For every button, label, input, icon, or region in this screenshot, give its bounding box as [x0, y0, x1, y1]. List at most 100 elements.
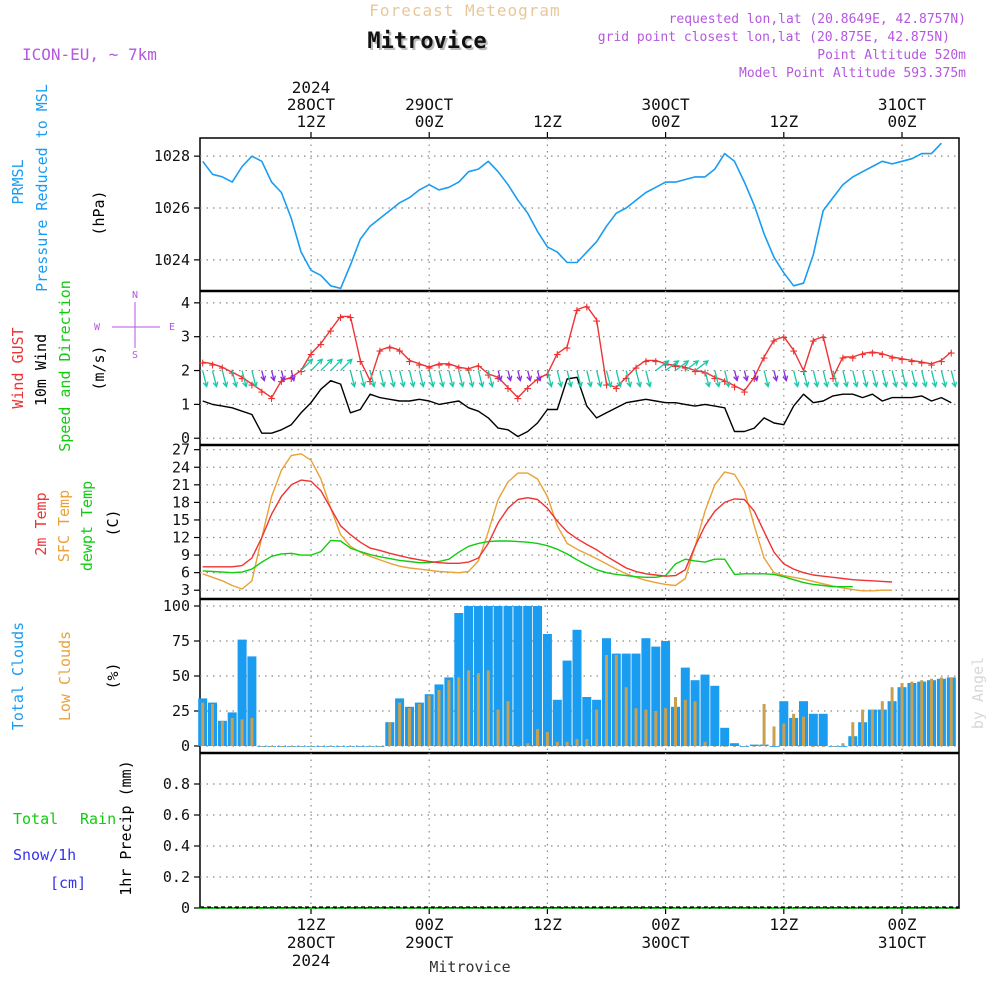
- wind-direction-arrowhead: [307, 358, 314, 365]
- low-clouds-bar: [467, 670, 471, 746]
- wind-direction-arrowhead: [743, 375, 749, 382]
- low-clouds-bar: [782, 723, 786, 746]
- rain-bar: [533, 908, 542, 909]
- wind-direction-arrowhead: [252, 381, 258, 388]
- wind-direction-arrowhead: [449, 381, 455, 388]
- rain-bar: [218, 908, 227, 909]
- rain-bar: [917, 908, 926, 909]
- low-clouds-bar: [664, 708, 668, 746]
- wind-gust-marker: +: [543, 368, 551, 383]
- wind-direction-arrow: [320, 358, 333, 371]
- low-clouds-bar: [890, 687, 894, 746]
- pressure-panel-labels: PRMSL Pressure Reduced to MSL (hPa): [9, 84, 108, 292]
- time-tick-label-bottom: 30OCT: [642, 933, 691, 952]
- wind-gust-marker: +: [553, 348, 561, 363]
- rain-bar: [563, 908, 572, 909]
- wind-direction-arrow: [861, 370, 868, 387]
- wind-direction-arrow: [832, 370, 838, 387]
- wind-gust-marker: +: [504, 381, 512, 396]
- rain-bar: [346, 908, 355, 909]
- wind-gust-marker: +: [396, 344, 404, 359]
- low-clouds-bar: [880, 701, 884, 746]
- wind-direction-arrow: [822, 370, 828, 387]
- wind-gust-marker: +: [780, 331, 788, 346]
- wind-direction-arrow: [586, 370, 592, 387]
- y-tick-label: 0.4: [163, 837, 190, 855]
- low-clouds-bar: [605, 655, 608, 746]
- wind-gust-marker: +: [908, 354, 916, 369]
- rain-bar: [277, 908, 286, 909]
- low-clouds-bar: [930, 678, 933, 746]
- y-tick-label: 27: [172, 441, 190, 459]
- y-tick-label: 0.6: [163, 806, 190, 824]
- rain-bar: [612, 908, 621, 909]
- wind-direction-arrowhead: [327, 358, 334, 365]
- rain-bar: [395, 908, 404, 909]
- wind-gust-marker: +: [859, 348, 867, 363]
- wind-direction-arrow: [921, 370, 927, 387]
- rain-bar: [622, 908, 631, 909]
- rain-bar: [375, 908, 384, 909]
- wind-gust-marker: +: [731, 380, 739, 395]
- time-tick-label-top: 00Z: [651, 112, 680, 131]
- wind-direction-arrow: [783, 370, 787, 381]
- wind-gust-marker: +: [514, 392, 522, 407]
- wind-gust-marker: +: [484, 368, 492, 383]
- y-tick-label: 4: [181, 294, 190, 312]
- compass-rose-icon: N S W E: [94, 290, 175, 361]
- wind-gust-marker: +: [632, 361, 640, 376]
- low-clouds-bar: [802, 716, 805, 746]
- low-clouds-bar: [516, 746, 520, 747]
- total-clouds-bar: [533, 606, 542, 746]
- wind-gust-marker: +: [918, 356, 926, 371]
- wind-direction-arrow: [458, 370, 464, 387]
- prmsl-desc-label: Pressure Reduced to MSL: [33, 84, 51, 292]
- wind-direction-arrow: [733, 370, 738, 381]
- rain-bar: [287, 908, 296, 909]
- grid-point-coords: grid point closest lon,lat (20.875E, 42.…: [598, 30, 950, 45]
- low-clouds-bar: [447, 680, 451, 746]
- low-clouds-bar: [565, 741, 569, 746]
- wind-direction-arrow: [911, 370, 917, 387]
- wind-gust-marker: +: [662, 358, 670, 373]
- wind-direction-arrow: [596, 370, 602, 387]
- total-clouds-bar: [700, 674, 710, 746]
- wind-gust-marker: +: [681, 361, 689, 376]
- rain-bar: [228, 908, 237, 909]
- prmsl-label: PRMSL: [9, 159, 27, 204]
- low-clouds-bar: [457, 677, 461, 746]
- total-clouds-bar: [651, 646, 661, 746]
- rain-bar: [247, 908, 256, 909]
- rain-bar: [435, 908, 443, 909]
- wind-direction-arrow: [536, 370, 541, 381]
- wind-direction-arrow: [330, 358, 343, 371]
- wind-direction-arrowhead: [439, 381, 445, 388]
- wind-gust-marker: +: [770, 334, 778, 349]
- wind-direction-arrowhead: [506, 375, 513, 382]
- wind-gust-marker: +: [209, 358, 217, 373]
- wind-direction-arrow: [901, 370, 907, 387]
- low-clouds-bar: [309, 746, 313, 747]
- wind-direction-arrow: [763, 370, 769, 387]
- model-altitude: Model Point Altitude 593.375m: [739, 66, 966, 81]
- wind-direction-arrowhead: [705, 381, 711, 388]
- time-tick-label-top: 29OCT: [405, 95, 454, 114]
- low-clouds-bar: [201, 702, 205, 746]
- wind-direction-arrowhead: [636, 381, 642, 388]
- time-tick-label-bottom: 31OCT: [878, 933, 927, 952]
- wind-direction-arrow: [891, 370, 897, 387]
- rain-bar: [770, 908, 778, 909]
- wind-gust-marker: +: [760, 351, 768, 366]
- rain-bar: [366, 908, 375, 909]
- wind-direction-arrow: [753, 370, 758, 381]
- wind-direction-arrowhead: [547, 381, 554, 388]
- total-clouds-bar: [769, 746, 779, 747]
- wind-direction-arrowhead: [468, 381, 475, 388]
- wind-direction-arrowhead: [536, 375, 542, 382]
- y-tick-label: 21: [172, 476, 190, 494]
- wind-gust-marker: +: [888, 351, 896, 366]
- wind-direction-arrowhead: [488, 381, 495, 388]
- rain-bar: [641, 908, 650, 909]
- footer-location: Mitrovice: [429, 958, 510, 976]
- y-tick-label: 3: [181, 581, 190, 599]
